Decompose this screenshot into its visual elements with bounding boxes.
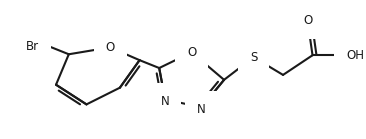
Text: O: O [187, 46, 196, 59]
Text: N: N [197, 103, 206, 116]
Text: O: O [105, 41, 115, 54]
Text: S: S [250, 51, 257, 64]
Text: O: O [303, 14, 312, 27]
Text: N: N [161, 95, 169, 108]
Text: Br: Br [26, 40, 39, 53]
Text: OH: OH [346, 49, 364, 62]
